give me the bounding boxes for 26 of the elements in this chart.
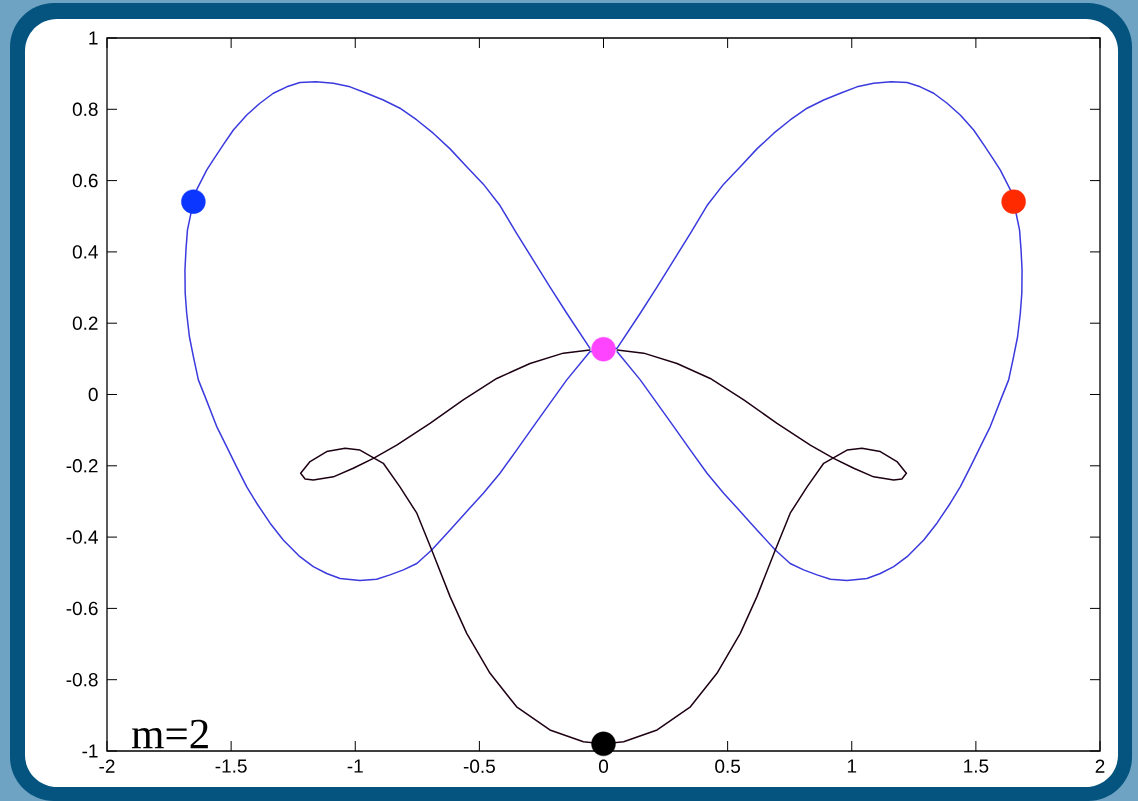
point — [1001, 189, 1026, 214]
y-tick-label: 0.4 — [72, 245, 98, 259]
x-tick-label: -2 — [99, 759, 115, 773]
point — [591, 731, 616, 757]
point — [181, 189, 206, 214]
y-tick-label: 0.6 — [72, 173, 98, 188]
y-tick-label: -0.8 — [66, 672, 98, 687]
line-series — [184, 81, 1023, 582]
y-tick-label: 0.2 — [72, 316, 98, 330]
annotation: m=2 — [131, 719, 208, 749]
x-tick-label: -1.5 — [215, 759, 247, 773]
x-tick-label: 0.5 — [715, 759, 741, 773]
y-tick-label: -0.6 — [66, 601, 98, 616]
y-tick-label: -0.4 — [66, 530, 98, 544]
x-tick-label: 1 — [847, 759, 857, 773]
point — [591, 337, 616, 362]
x-tick-label: 2 — [1095, 759, 1105, 773]
x-tick-label: -1 — [347, 759, 363, 773]
y-tick-label: 0.8 — [72, 102, 98, 117]
x-tick-label: 1.5 — [964, 759, 989, 773]
x-tick-label: -0.5 — [463, 759, 495, 773]
y-tick-label: -0.2 — [66, 459, 98, 473]
y-tick-label: 1 — [89, 31, 98, 45]
y-tick-label: 0 — [88, 387, 98, 402]
x-tick-label: 0 — [598, 759, 609, 773]
y-tick-label: -1 — [82, 744, 98, 758]
